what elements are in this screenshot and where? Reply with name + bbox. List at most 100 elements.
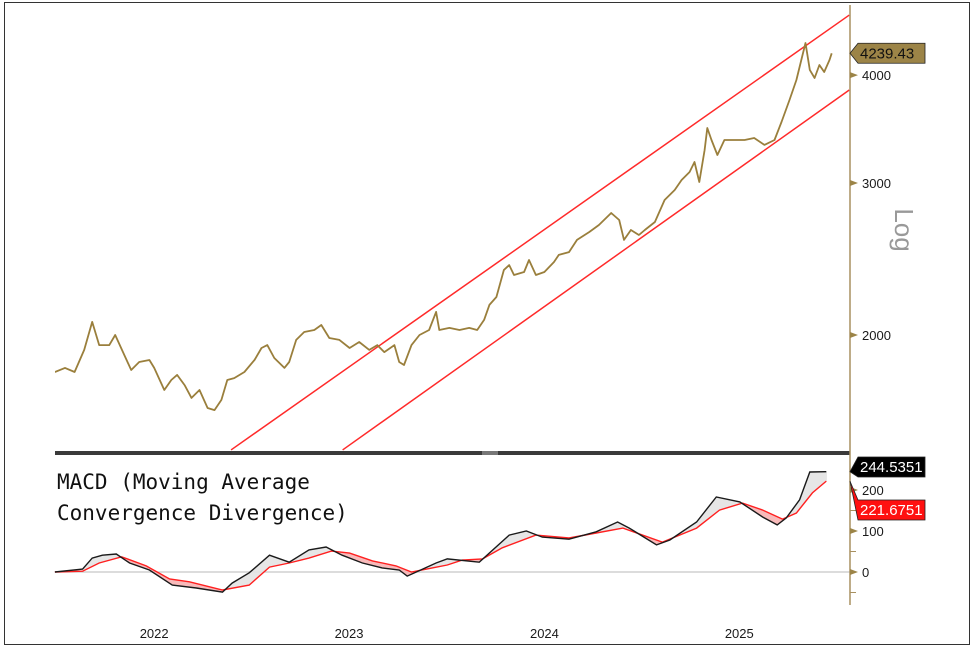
macd-fill-below: [764, 511, 766, 519]
macd-fill-above: [815, 471, 817, 490]
macd-fill-below: [370, 560, 372, 566]
macd-fill-above: [97, 556, 99, 564]
x-tick-label: 2025: [725, 626, 754, 641]
macd-fill-below: [205, 585, 207, 590]
macd-fill-below: [173, 579, 175, 586]
macd-y-tick-label: 0: [862, 565, 869, 580]
macd-fill-below: [183, 581, 185, 587]
macd-fill-above: [250, 570, 252, 584]
macd-fill-above: [517, 532, 519, 542]
macd-fill-above: [522, 531, 524, 541]
macd-fill-below: [200, 584, 202, 589]
macd-fill-above: [813, 471, 815, 492]
macd-fill-above: [527, 531, 529, 539]
pane-divider[interactable]: [55, 451, 850, 455]
macd-fill-above: [715, 497, 717, 513]
channel-line-lower: [342, 89, 850, 451]
macd-fill-above: [614, 522, 616, 530]
macd-fill-below: [177, 580, 179, 586]
macd-fill-above: [103, 554, 105, 562]
macd-fill-below: [190, 582, 192, 588]
macd-fill-above: [243, 575, 245, 587]
macd-fill-below: [383, 563, 385, 569]
macd-fill-above: [259, 562, 261, 576]
macd-fill-below: [355, 555, 357, 561]
macd-y-tick-mark: [850, 569, 858, 575]
macd-fill-above: [734, 500, 736, 506]
macd-fill-above: [530, 532, 532, 537]
macd-fill-above: [281, 559, 283, 565]
macd-fill-above: [615, 522, 617, 530]
macd-fill-above: [113, 554, 115, 559]
macd-fill-below: [759, 509, 761, 516]
macd-fill-above: [506, 536, 508, 547]
macd-y-tick-label: 200: [862, 483, 884, 498]
macd-fill-above: [258, 563, 260, 577]
macd-fill-below: [755, 507, 757, 514]
macd-fill-below: [182, 580, 184, 587]
macd-fill-above: [269, 555, 271, 568]
macd-fill-above: [608, 525, 610, 531]
macd-fill-above: [254, 567, 256, 581]
macd-y-tick-mark: [850, 528, 858, 534]
macd-fill-above: [804, 482, 806, 503]
macd-fill-below: [201, 584, 203, 590]
macd-fill-above: [733, 500, 735, 506]
macd-fill-below: [763, 510, 765, 519]
macd-fill-above: [235, 580, 237, 588]
macd-fill-above: [819, 471, 821, 487]
macd-fill-above: [440, 560, 442, 567]
macd-fill-above: [699, 516, 701, 526]
macd-fill-below: [358, 556, 360, 563]
macd-fill-below: [193, 582, 195, 588]
macd-fill-above: [503, 539, 505, 548]
macd-fill-above: [326, 547, 328, 553]
price-last-badge: [849, 42, 926, 64]
macd-fill-above: [310, 549, 312, 558]
macd-fill-above: [823, 471, 825, 484]
macd-fill-below: [377, 562, 379, 568]
y-tick-label: 4000: [862, 68, 891, 83]
macd-fill-above: [525, 531, 527, 539]
macd-fill-below: [352, 554, 354, 560]
pane-divider-handle[interactable]: [482, 451, 498, 455]
macd-fill-above: [444, 559, 446, 566]
macd-fill-above: [252, 568, 254, 582]
macd-fill-below: [766, 511, 768, 520]
macd-fill-below: [179, 580, 181, 587]
macd-fill-above: [302, 553, 304, 560]
macd-fill-above: [727, 499, 729, 508]
macd-fill-above: [612, 523, 614, 530]
macd-fill-below: [174, 579, 176, 586]
macd-fill-above: [446, 558, 448, 566]
macd-fill-below: [206, 586, 208, 590]
macd-fill-above: [322, 547, 324, 554]
macd-fill-above: [721, 498, 723, 510]
macd-fill-above: [719, 497, 721, 510]
macd-fill-below: [371, 560, 373, 566]
macd-fill-above: [692, 523, 694, 530]
macd-fill-above: [501, 540, 503, 549]
macd-fill-above: [711, 501, 713, 517]
macd-fill-below: [175, 579, 177, 586]
macd-fill-above: [270, 555, 272, 567]
macd-fill-above: [277, 558, 279, 566]
macd-fill-above: [502, 539, 504, 548]
macd-fill-above: [508, 534, 510, 546]
macd-fill-above: [311, 549, 313, 558]
macd-fill-below: [359, 556, 361, 563]
macd-fill-above: [266, 556, 268, 570]
macd-fill-above: [702, 512, 704, 524]
macd-fill-above: [729, 499, 731, 507]
macd-fill-above: [712, 500, 714, 516]
macd-fill-below: [776, 516, 778, 525]
macd-fill-above: [301, 553, 303, 560]
macd-fill-above: [523, 531, 525, 540]
macd-fill-above: [691, 524, 693, 531]
macd-fill-above: [524, 531, 526, 540]
macd-fill-above: [732, 500, 734, 507]
macd-fill-above: [316, 548, 318, 556]
macd-fill-below: [380, 562, 382, 568]
macd-fill-above: [89, 559, 91, 568]
macd-fill-below: [191, 582, 193, 588]
